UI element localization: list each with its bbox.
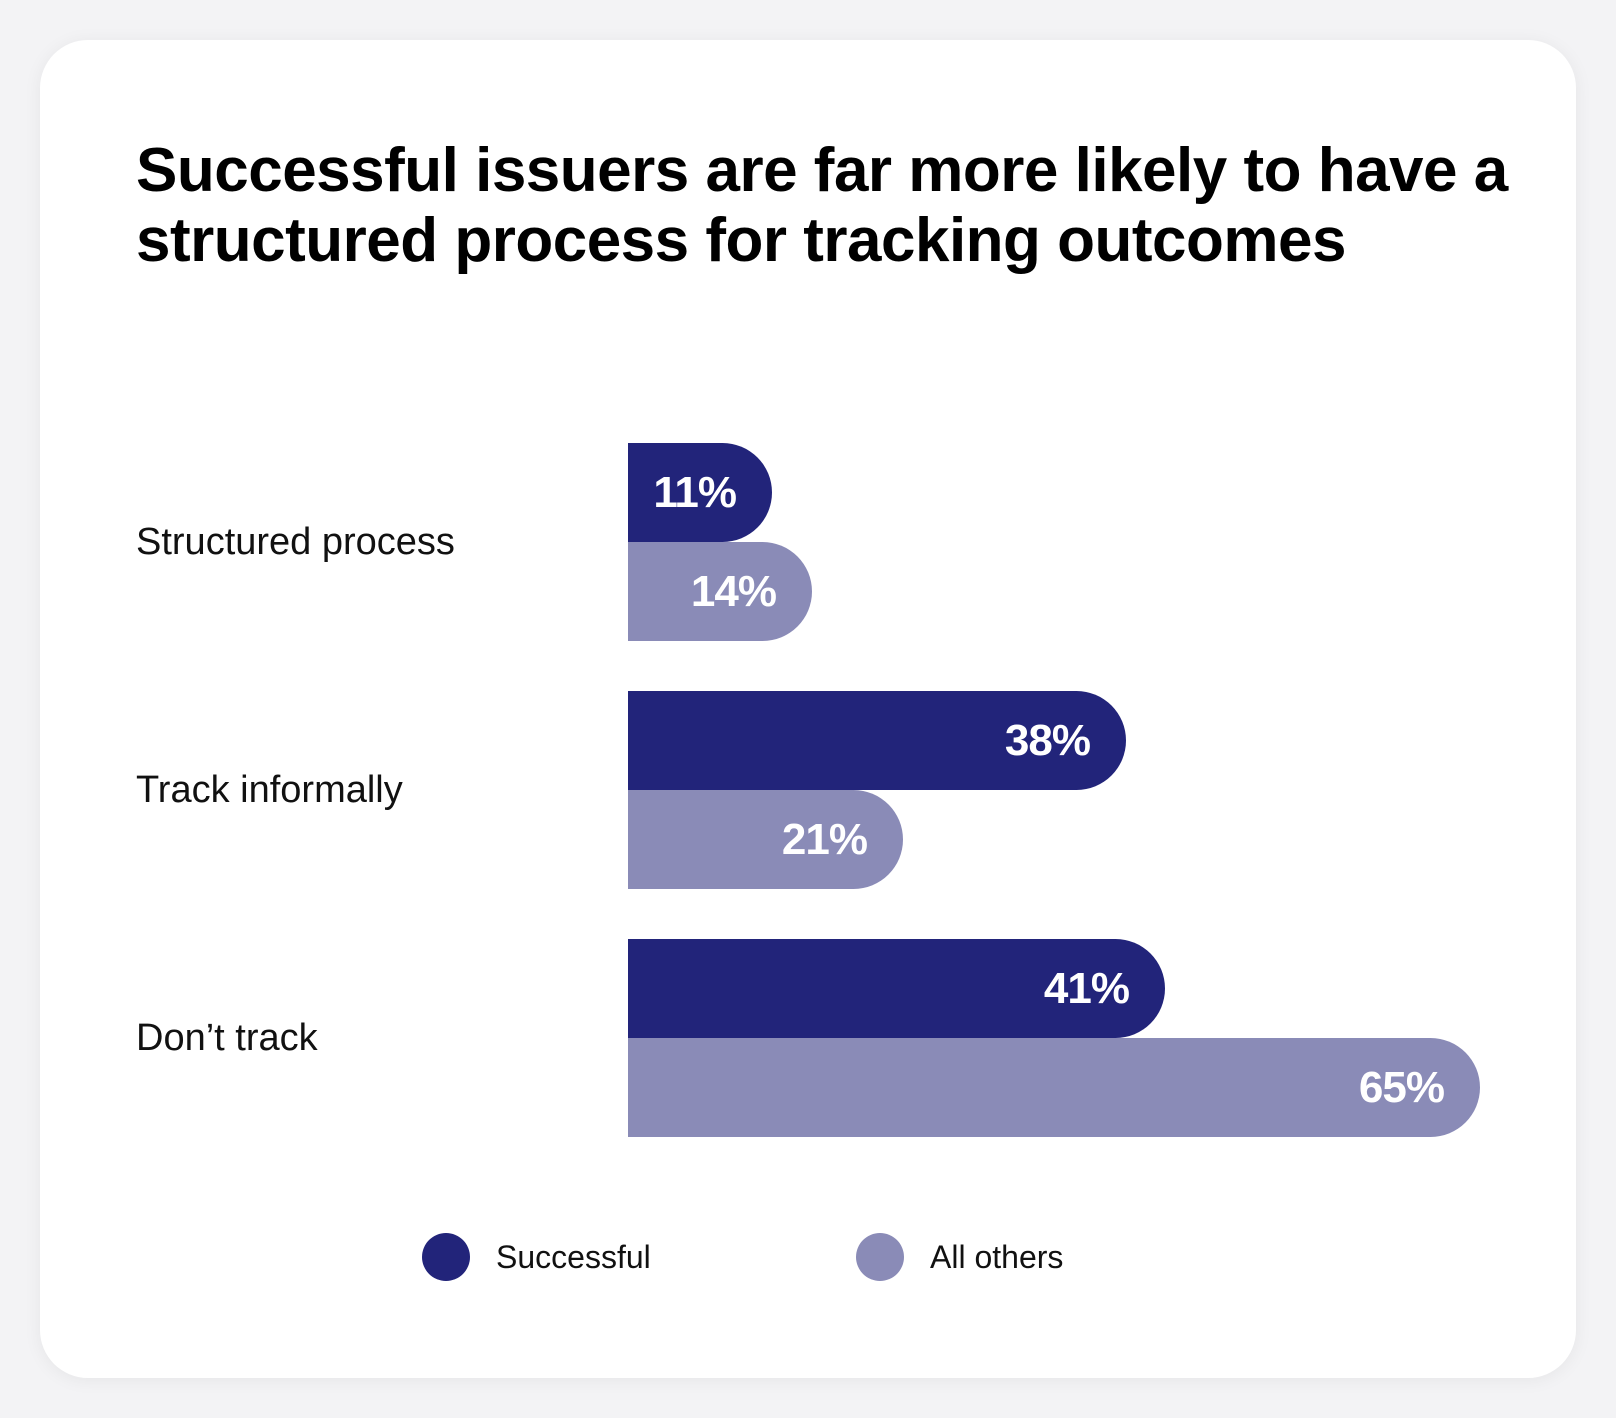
bar-all-others-structured-process: 14%: [628, 542, 812, 641]
bar-all-others-track-informally: 21%: [628, 790, 903, 889]
bar-value-label: 65%: [1358, 1062, 1445, 1112]
bar-value-label: 21%: [781, 814, 868, 864]
legend-label-all-others: All others: [930, 1238, 1064, 1275]
legend-item-successful: Successful: [422, 1233, 651, 1281]
bar-value-label: 14%: [690, 566, 777, 616]
category-label-structured-process: Structured process: [136, 521, 455, 563]
legend-swatch-all-others: [856, 1233, 904, 1281]
bar-value-label: 38%: [1004, 715, 1091, 765]
category-label-dont-track: Don’t track: [136, 1017, 318, 1059]
bar-value-label: 41%: [1043, 963, 1130, 1013]
bar-successful-track-informally: 38%: [628, 691, 1126, 790]
bar-all-others-dont-track: 65%: [628, 1038, 1480, 1137]
legend-item-all-others: All others: [856, 1233, 1063, 1281]
category-label-track-informally: Track informally: [136, 769, 403, 811]
bar-value-label: 11%: [653, 467, 737, 517]
chart-title: Successful issuers are far more likely t…: [136, 136, 1508, 275]
bar-successful-dont-track: 41%: [628, 939, 1165, 1038]
legend-label-successful: Successful: [496, 1238, 651, 1275]
legend-swatch-successful: [422, 1233, 470, 1281]
bar-successful-structured-process: 11%: [628, 443, 772, 542]
